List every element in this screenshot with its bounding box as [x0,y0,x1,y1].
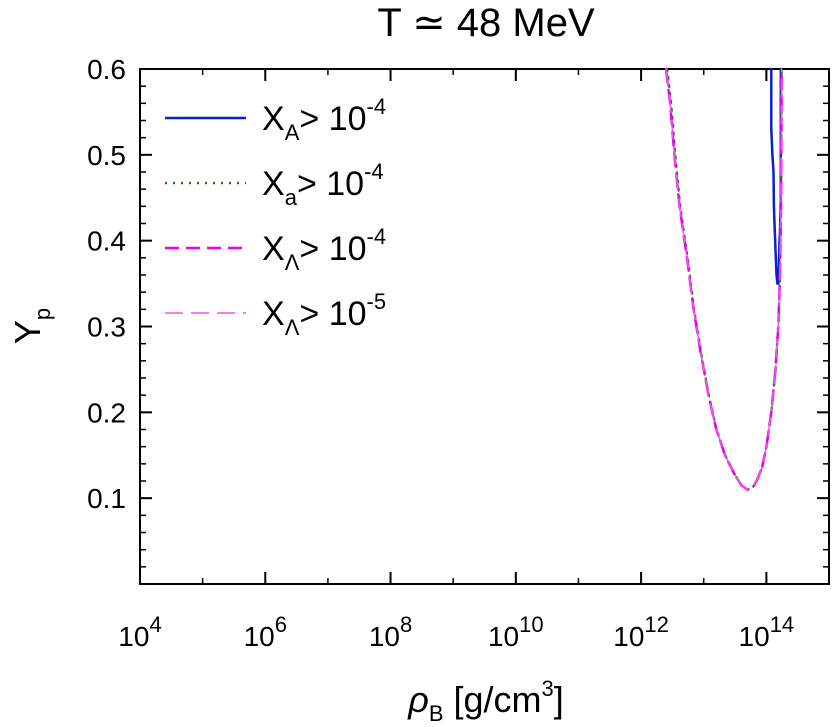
svg-text:ρB [g/cm3]: ρB [g/cm3] [407,676,564,726]
x-label-end: ] [554,679,564,720]
x-tick-label: 1014 [739,612,795,652]
y-label-sub: p [30,308,55,320]
x-label-sub: B [429,701,444,726]
x-label-base: ρ [407,679,429,720]
x-label-rest: [g/cm [444,679,542,720]
svg-text:Yp: Yp [7,308,55,344]
x-tick-label: 1012 [613,612,669,652]
y-tick-label: 0.2 [87,397,126,428]
plot-area [139,68,830,585]
x-tick-label: 106 [244,612,287,652]
y-tick-label: 0.1 [87,483,126,514]
series-line-2 [665,67,783,491]
y-tick-label: 0.6 [87,54,126,85]
x-tick-label: 108 [369,612,412,652]
y-tick-label: 0.4 [87,226,126,257]
y-tick-label: 0.3 [87,312,126,343]
x-label-sup: 3 [542,676,554,701]
y-tick-label: 0.5 [87,140,126,171]
y-axis-label: Yp [7,308,55,344]
y-axis-ticks: 0.1 0.2 0.3 0.4 0.5 0.6 [87,54,829,585]
x-axis-ticks: 104 106 108 1010 1012 1014 [118,69,794,652]
x-tick-label: 104 [118,612,161,652]
series-line-3 [664,67,783,491]
chart-title: T ≃ 48 MeV [377,1,595,45]
y-label-base: Y [7,320,48,344]
series-line-4 [665,68,783,491]
x-tick-label: 1010 [488,612,544,652]
series-layer [664,67,783,491]
legend-label-4: XΛ> 10-5 [262,289,386,340]
legend-label-2: Xa> 10-4 [262,159,384,210]
x-axis-label: ρB [g/cm3] [407,676,564,726]
legend-label-1: XA> 10-4 [262,94,386,145]
legend: XA> 10-4 Xa> 10-4 XΛ> 10-4 XΛ> 10-5 [165,94,386,340]
legend-label-3: XΛ> 10-4 [262,224,386,275]
